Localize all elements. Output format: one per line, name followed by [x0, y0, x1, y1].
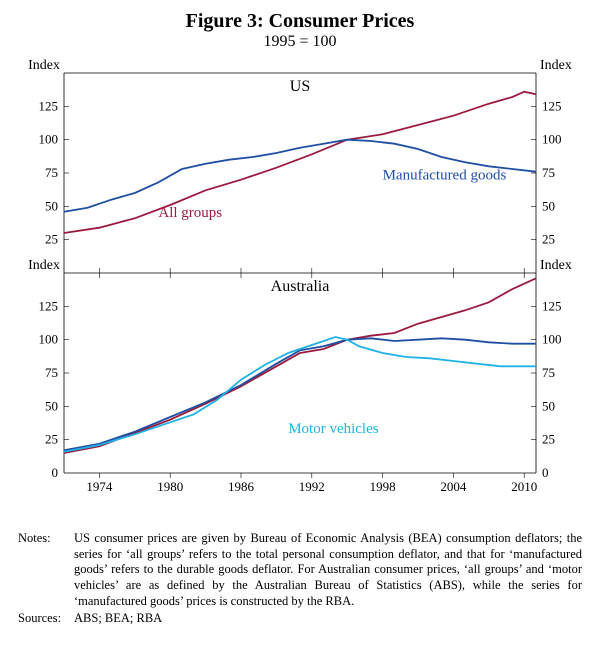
figure-subtitle: 1995 = 100	[18, 33, 582, 51]
y-tick-label: 25	[45, 432, 58, 447]
sources-key: Sources:	[18, 611, 74, 627]
y-tick-label: 100	[39, 132, 59, 147]
x-tick-label: 1992	[299, 479, 325, 494]
y-tick-label: 50	[45, 198, 58, 213]
panel-title: Australia	[271, 278, 330, 295]
x-tick-label: 2010	[511, 479, 537, 494]
y-tick-label: 25	[542, 232, 555, 247]
x-tick-label: 1980	[157, 479, 183, 494]
notes-block: Notes: US consumer prices are given by B…	[18, 531, 582, 627]
y-tick-label: 100	[542, 332, 562, 347]
x-tick-label: 2004	[440, 479, 467, 494]
y-tick-label: 0	[52, 465, 59, 480]
chart-svg: 25 25 50 50 75 75 100 100 125 125 Index Index US All …	[18, 55, 582, 523]
y-tick-label: 100	[542, 132, 562, 147]
chart-container: 25 25 50 50 75 75 100 100 125 125 Index Index US All …	[18, 55, 582, 523]
y-axis-label-left: Index	[28, 58, 60, 73]
y-tick-label: 125	[542, 98, 562, 113]
y-tick-label: 75	[542, 365, 555, 380]
y-axis-label-right: Index	[540, 258, 572, 273]
series-label-us_manufactured: Manufactured goods	[383, 168, 507, 184]
y-tick-label: 25	[542, 432, 555, 447]
figure-title: Figure 3: Consumer Prices	[18, 10, 582, 33]
series-label-us_all_groups: All groups	[158, 205, 222, 221]
y-axis-label-left: Index	[28, 258, 60, 273]
y-tick-label: 50	[45, 398, 58, 413]
y-tick-label: 50	[542, 398, 555, 413]
y-tick-label: 75	[45, 365, 58, 380]
y-tick-label: 125	[542, 298, 562, 313]
y-tick-label: 50	[542, 198, 555, 213]
y-axis-label-right: Index	[540, 58, 572, 73]
y-tick-label: 25	[45, 232, 58, 247]
sources-text: ABS; BEA; RBA	[74, 611, 162, 627]
y-tick-label: 125	[39, 98, 59, 113]
notes-text: US consumer prices are given by Bureau o…	[74, 531, 582, 609]
notes-key: Notes:	[18, 531, 74, 609]
y-tick-label: 125	[39, 298, 59, 313]
y-tick-label: 100	[39, 332, 59, 347]
y-tick-label: 75	[542, 165, 555, 180]
series-label-au_motor_vehicles: Motor vehicles	[288, 421, 379, 437]
panel-title: US	[290, 78, 310, 95]
y-tick-label: 75	[45, 165, 58, 180]
x-tick-label: 1974	[86, 479, 113, 494]
x-tick-label: 1998	[370, 479, 396, 494]
y-tick-label: 0	[542, 465, 549, 480]
x-tick-label: 1986	[228, 479, 255, 494]
